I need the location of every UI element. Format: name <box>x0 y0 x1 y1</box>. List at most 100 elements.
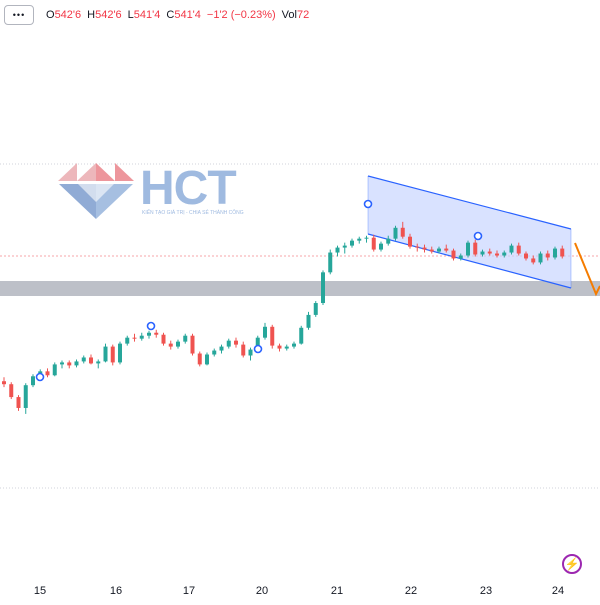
candle-down[interactable] <box>415 246 420 248</box>
candle-up[interactable] <box>118 343 122 363</box>
candle-down[interactable] <box>524 253 528 259</box>
candle-up[interactable] <box>292 343 296 347</box>
legend-open-value: 542'6 <box>54 9 82 21</box>
candle-up[interactable] <box>335 247 340 253</box>
candle-down[interactable] <box>110 346 115 363</box>
candle-down[interactable] <box>277 345 282 349</box>
candle-down[interactable] <box>516 245 521 254</box>
candle-down[interactable] <box>531 258 536 263</box>
candle-down[interactable] <box>400 227 405 237</box>
candle-up[interactable] <box>96 361 101 364</box>
candle-up[interactable] <box>553 248 557 258</box>
candle-up[interactable] <box>147 332 151 336</box>
candle-up[interactable] <box>284 346 289 349</box>
candle-up[interactable] <box>364 237 369 239</box>
channel-lower-line[interactable] <box>367 233 572 289</box>
candle-down[interactable] <box>451 250 456 259</box>
candle-up[interactable] <box>248 349 253 356</box>
candle-up[interactable] <box>183 335 188 342</box>
candle-down[interactable] <box>408 236 412 247</box>
candle-down[interactable] <box>2 381 6 385</box>
candle-down[interactable] <box>487 251 492 254</box>
candle-up[interactable] <box>306 314 311 328</box>
candle-up[interactable] <box>466 242 470 256</box>
candle-down[interactable] <box>234 340 238 345</box>
candle-down[interactable] <box>444 248 449 251</box>
candle-up[interactable] <box>60 362 64 365</box>
candle-down[interactable] <box>197 353 202 365</box>
candle-up[interactable] <box>313 303 318 315</box>
legend-low: L541'4 <box>128 9 161 21</box>
candle-down[interactable] <box>270 326 275 346</box>
legend-volume-label: Vol <box>281 9 297 21</box>
candle-down[interactable] <box>89 357 93 364</box>
candle-down[interactable] <box>495 253 499 256</box>
legend-close-value: 541'4 <box>174 9 201 21</box>
candle-up[interactable] <box>81 357 86 362</box>
support-zone[interactable] <box>0 281 600 296</box>
event-marker-icon[interactable] <box>253 344 263 354</box>
legend-high-value: 542'6 <box>95 9 122 21</box>
candle-up[interactable] <box>263 326 267 338</box>
candle-up[interactable] <box>74 361 79 366</box>
candle-up[interactable] <box>176 341 180 347</box>
candle-down[interactable] <box>67 362 72 366</box>
candle-down[interactable] <box>154 332 159 335</box>
candle-up[interactable] <box>458 255 463 259</box>
watermark-brand: HCT <box>140 162 236 215</box>
candle-up[interactable] <box>226 340 231 347</box>
x-axis-tick-label: 16 <box>110 585 122 597</box>
candle-up[interactable] <box>23 385 28 408</box>
candle-up[interactable] <box>480 251 485 255</box>
candle-down[interactable] <box>241 344 246 356</box>
candle-up[interactable] <box>125 337 130 344</box>
event-marker-icon[interactable] <box>146 321 156 331</box>
descending-channel[interactable] <box>368 176 571 288</box>
lightning-icon[interactable]: ⚡ <box>562 554 582 574</box>
candle-down[interactable] <box>45 371 50 376</box>
candle-up[interactable] <box>205 354 209 365</box>
candle-up[interactable] <box>357 238 362 241</box>
candle-up[interactable] <box>342 245 347 248</box>
legend-menu-button[interactable]: ••• <box>4 5 34 25</box>
candle-down[interactable] <box>371 237 376 250</box>
candle-up[interactable] <box>103 346 108 362</box>
candle-down[interactable] <box>16 397 21 408</box>
candle-up[interactable] <box>219 346 224 351</box>
candle-up[interactable] <box>255 337 260 350</box>
candle-down[interactable] <box>422 247 427 250</box>
candle-down[interactable] <box>190 335 195 354</box>
candle-down[interactable] <box>545 253 550 258</box>
candle-up[interactable] <box>502 252 507 256</box>
candle-up[interactable] <box>437 248 441 252</box>
candle-up[interactable] <box>538 253 543 263</box>
watermark-tagline: KIẾN TẠO GIÁ TRỊ - CHIA SẺ THÀNH CÔNG <box>142 209 244 216</box>
event-marker-icon[interactable] <box>363 199 373 209</box>
candle-down[interactable] <box>168 343 173 347</box>
candle-down[interactable] <box>132 337 137 339</box>
candle-down[interactable] <box>161 334 166 344</box>
candle-down[interactable] <box>429 249 434 252</box>
candle-up[interactable] <box>52 364 57 376</box>
candle-up[interactable] <box>299 327 304 344</box>
candle-up[interactable] <box>212 350 217 355</box>
forecast-arrow[interactable] <box>574 242 600 297</box>
candle-up[interactable] <box>379 243 383 250</box>
candle-down[interactable] <box>560 248 565 257</box>
candle-up[interactable] <box>321 272 325 304</box>
candle-up[interactable] <box>393 227 398 239</box>
candle-up[interactable] <box>139 335 144 339</box>
candle-up[interactable] <box>509 245 514 253</box>
candle-down[interactable] <box>473 242 478 255</box>
candle-up[interactable] <box>328 252 333 273</box>
candle-up[interactable] <box>386 238 391 244</box>
legend-volume: Vol72 <box>282 9 310 21</box>
candle-down[interactable] <box>9 384 14 398</box>
channel-upper-line[interactable] <box>367 175 572 230</box>
event-marker-icon[interactable] <box>35 372 45 382</box>
candle-up[interactable] <box>31 376 35 386</box>
candle-up[interactable] <box>350 240 354 246</box>
event-marker-icon[interactable] <box>473 231 483 241</box>
